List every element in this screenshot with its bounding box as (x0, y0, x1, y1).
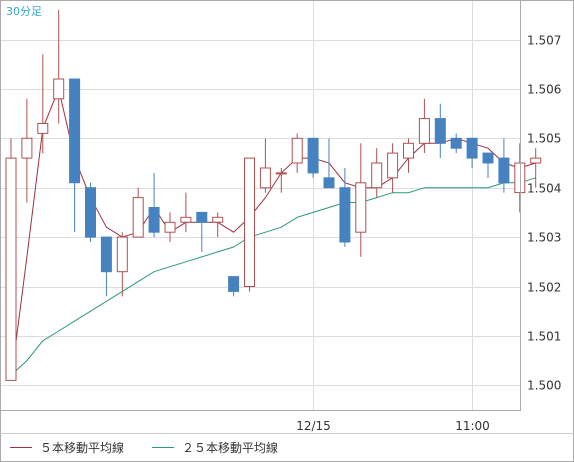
candle-body-up (514, 162, 526, 194)
candle (100, 236, 112, 297)
candle-body-down (69, 78, 81, 184)
candle-body-up (132, 197, 144, 238)
candle (37, 54, 49, 154)
y-tick-label: 1.503 (527, 231, 561, 245)
candle (418, 98, 430, 154)
candle-body-up (275, 172, 287, 175)
candle (85, 182, 96, 243)
candle (164, 212, 176, 243)
candle-body-up (37, 123, 49, 134)
candle (180, 192, 192, 233)
candle (132, 187, 144, 238)
legend-label: ２５本移動平均線 (182, 440, 278, 455)
ma5-line (10, 87, 536, 381)
candle-body-up (244, 157, 255, 287)
candle (291, 133, 303, 173)
candle (228, 276, 240, 297)
candle-body-down (228, 276, 240, 292)
candle-body-down (482, 152, 494, 164)
candle (116, 232, 128, 297)
candle (307, 137, 319, 178)
candle (259, 138, 271, 193)
candle (69, 78, 81, 233)
candle (514, 143, 526, 213)
candle-body-up (53, 78, 65, 100)
legend: ５本移動平均線 ２５本移動平均線 (10, 440, 278, 455)
candle (434, 103, 446, 159)
candle-body-down (450, 137, 462, 149)
candle-body-down (323, 177, 335, 189)
candle (339, 167, 351, 247)
candle-body-up (212, 216, 224, 223)
candle-body-down (85, 187, 96, 238)
plot-area-frame (0, 0, 521, 411)
candle-body-up (5, 157, 17, 381)
candle-body-down (100, 236, 112, 273)
candle-body-up (116, 236, 128, 273)
candle (403, 138, 414, 173)
candle-body-down (148, 207, 160, 233)
candle-body-up (164, 221, 176, 233)
y-tick-label: 1.504 (527, 182, 561, 196)
candle (371, 148, 383, 198)
candle (196, 211, 208, 252)
y-tick-label: 1.501 (527, 330, 561, 344)
ma25-line (10, 177, 536, 376)
candle-body-up (21, 137, 33, 159)
legend-item-ma25: ２５本移動平均線 (152, 440, 278, 455)
candle (323, 138, 335, 189)
candle-body-down (339, 187, 351, 243)
candle (53, 9, 65, 124)
y-axis-tick-labels: 1.500 1.501 1.502 1.503 1.504 1.505 1.506 1.507 (527, 34, 561, 393)
candle-body-down (466, 137, 478, 159)
candle (21, 98, 33, 203)
candle (498, 138, 510, 193)
candle (387, 143, 399, 193)
candle-body-down (434, 118, 446, 144)
grid-lines (0, 0, 520, 410)
y-tick-label: 1.500 (527, 379, 561, 393)
candle (530, 148, 542, 188)
candle (466, 137, 478, 168)
candle (275, 167, 287, 193)
legend-label: ５本移動平均線 (40, 440, 124, 455)
candle-body-up (418, 118, 430, 144)
candle-body-up (530, 157, 542, 164)
candles-layer (5, 9, 542, 381)
y-tick-label: 1.507 (527, 34, 561, 48)
y-tick-label: 1.506 (527, 83, 561, 97)
legend-item-ma5: ５本移動平均線 (10, 440, 124, 455)
candle (212, 212, 224, 238)
timeframe-label: 30分足 (6, 5, 42, 18)
y-tick-label: 1.502 (527, 281, 561, 295)
candle (244, 157, 255, 292)
candle (482, 152, 494, 178)
candle (5, 138, 17, 381)
candle (450, 133, 462, 154)
x-tick-label: 12/15 (296, 419, 331, 433)
candle-body-up (355, 182, 367, 233)
candle-body-up (371, 162, 383, 189)
candle-body-down (196, 211, 208, 223)
candle-body-up (291, 137, 303, 164)
candle-body-up (180, 216, 192, 223)
candle (355, 143, 367, 257)
ma25-layer (10, 177, 536, 376)
candle-body-down (307, 137, 319, 174)
candle-body-up (259, 167, 271, 189)
candle-body-up (387, 152, 399, 179)
x-tick-label: 11:00 (455, 419, 490, 433)
candle-body-down (498, 157, 510, 184)
y-tick-label: 1.505 (527, 132, 561, 146)
candle-body-up (403, 142, 414, 159)
candle (148, 172, 160, 238)
ma5-layer (10, 87, 536, 381)
